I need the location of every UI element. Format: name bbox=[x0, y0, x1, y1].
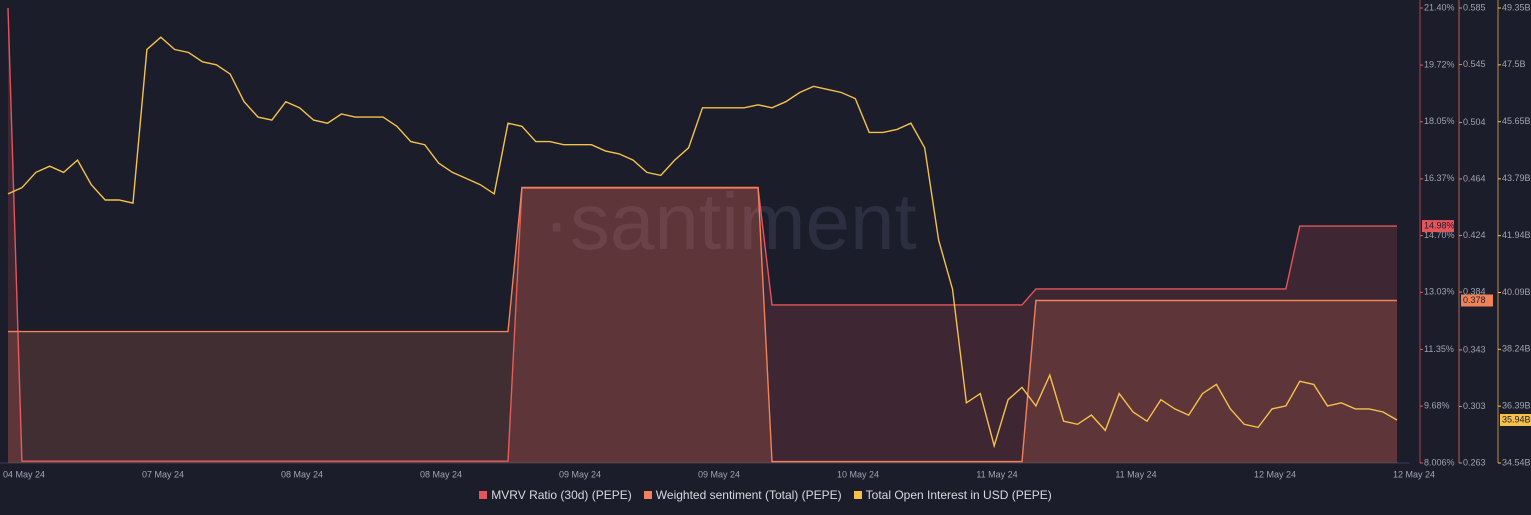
legend-item[interactable]: MVRV Ratio (30d) (PEPE) bbox=[479, 488, 632, 502]
y-tick-label: 40.09B bbox=[1502, 287, 1531, 297]
y-tick-label: 19.72% bbox=[1424, 59, 1455, 69]
current-label: 0.378 bbox=[1463, 295, 1486, 305]
y-tick-label: 0.585 bbox=[1463, 2, 1486, 12]
x-tick-label: 07 May 24 bbox=[142, 469, 184, 479]
series-line bbox=[8, 186, 1397, 463]
chart: ·santiment 04 May 24 07 May 24 08 May 24 08… bbox=[0, 0, 1531, 479]
y-tick-label: 14.70% bbox=[1424, 230, 1455, 240]
current-badge bbox=[1461, 294, 1493, 307]
y-tick-label: 41.94B bbox=[1502, 230, 1531, 240]
y-tick-label: 49.35B bbox=[1502, 2, 1531, 12]
y-tick-label: 47.5B bbox=[1502, 59, 1526, 69]
y-tick-label: 45.65B bbox=[1502, 116, 1531, 126]
y-tick-label: 16.37% bbox=[1424, 173, 1455, 183]
x-tick-label: 09 May 24 bbox=[559, 469, 601, 479]
x-tick-label: 11 May 24 bbox=[976, 469, 1017, 479]
current-badge bbox=[1422, 220, 1454, 233]
series-line bbox=[7, 36, 1398, 449]
x-tick-label: 08 May 24 bbox=[281, 469, 323, 479]
x-tick-label: 10 May 24 bbox=[837, 469, 879, 479]
watermark: ·santiment bbox=[543, 177, 916, 266]
legend-swatch bbox=[479, 491, 488, 499]
y-tick-label: 9.68% bbox=[1424, 401, 1450, 411]
x-tick-label: 09 May 24 bbox=[698, 469, 740, 479]
y-tick-label: 0.263 bbox=[1463, 457, 1486, 467]
x-tick-label: 12 May 24 bbox=[1254, 469, 1296, 479]
series-area bbox=[8, 8, 1397, 463]
y-tick-label: 0.343 bbox=[1463, 344, 1486, 354]
legend-label: Weighted sentiment (Total) (PEPE) bbox=[655, 488, 842, 502]
x-tick-label: 08 May 24 bbox=[420, 469, 462, 479]
y-tick-label: 18.05% bbox=[1424, 116, 1455, 126]
legend-item[interactable]: Total Open Interest in USD (PEPE) bbox=[853, 488, 1052, 502]
series-area bbox=[8, 187, 1397, 463]
y-tick-label: 0.303 bbox=[1463, 401, 1486, 411]
y-tick-label: 0.424 bbox=[1463, 230, 1486, 240]
y-tick-label: 11.35% bbox=[1424, 344, 1454, 354]
y-tick-label: 0.464 bbox=[1463, 173, 1486, 183]
current-label: 14.98% bbox=[1424, 220, 1455, 230]
legend-swatch bbox=[643, 491, 652, 499]
x-tick-label: 04 May 24 bbox=[3, 469, 45, 479]
legend-item[interactable]: Weighted sentiment (Total) (PEPE) bbox=[643, 488, 842, 502]
current-label: 35.94B bbox=[1502, 414, 1531, 424]
y-tick-label: 13.03% bbox=[1424, 287, 1455, 297]
y-tick-label: 43.79B bbox=[1502, 173, 1531, 183]
y-tick-label: 0.384 bbox=[1463, 286, 1486, 296]
y-tick-label: 8.006% bbox=[1424, 457, 1455, 467]
y-tick-label: 0.504 bbox=[1463, 117, 1486, 127]
y-tick-label: 0.545 bbox=[1463, 59, 1486, 69]
y-tick-label: 38.24B bbox=[1502, 344, 1531, 354]
y-tick-label: 36.39B bbox=[1502, 401, 1531, 411]
current-badge bbox=[1500, 413, 1531, 426]
legend-label: MVRV Ratio (30d) (PEPE) bbox=[491, 488, 632, 502]
x-tick-label: 12 May 24 bbox=[1393, 469, 1435, 479]
y-tick-label: 21.40% bbox=[1424, 2, 1455, 12]
legend-label: Total Open Interest in USD (PEPE) bbox=[865, 488, 1052, 502]
y-tick-label: 34.54B bbox=[1502, 457, 1531, 467]
x-tick-label: 11 May 24 bbox=[1115, 469, 1156, 479]
legend-swatch bbox=[853, 491, 862, 499]
legend: MVRV Ratio (30d) (PEPE) Weighted sentimen… bbox=[0, 488, 1531, 502]
